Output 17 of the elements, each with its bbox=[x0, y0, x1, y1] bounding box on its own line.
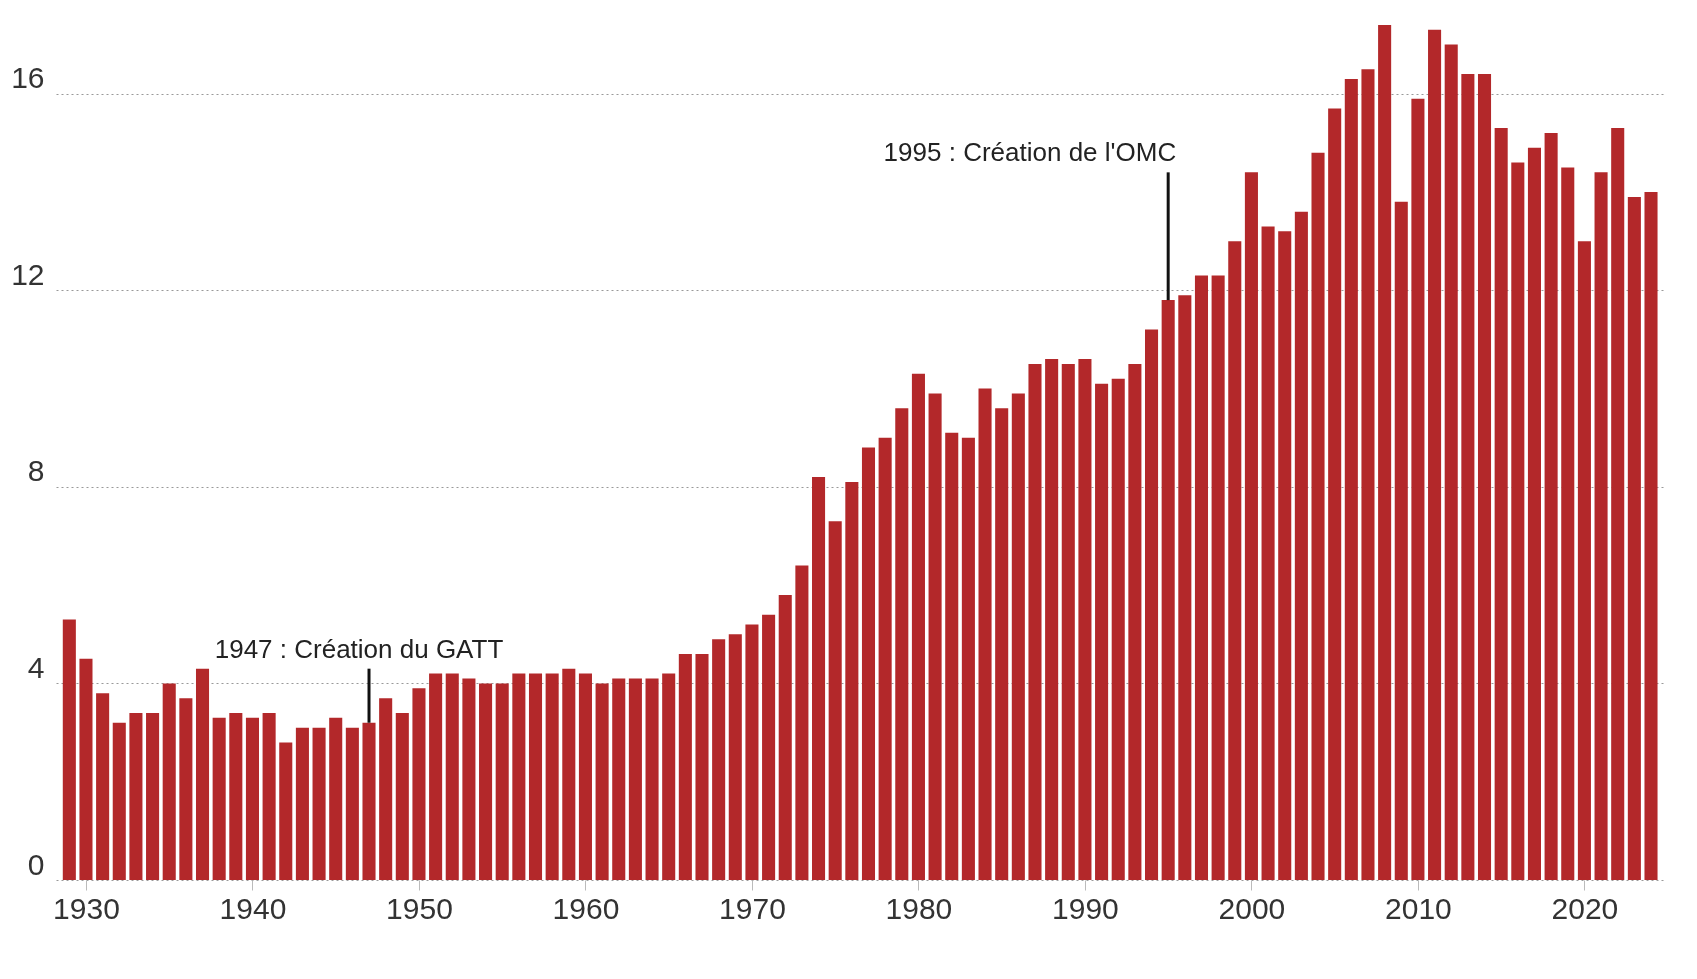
x-tick-label: 2010 bbox=[1385, 891, 1452, 925]
y-tick-label: 4 bbox=[27, 650, 45, 684]
x-tick-label: 1980 bbox=[885, 891, 953, 925]
annotation: 1947 : Création du GATT bbox=[214, 633, 504, 664]
x-tick-label: 1930 bbox=[53, 891, 120, 925]
x-tick-label: 2000 bbox=[1218, 891, 1286, 925]
annotation: 1995 : Création de l'OMC bbox=[883, 137, 1177, 168]
x-tick-label: 2020 bbox=[1551, 891, 1619, 925]
x-tick-label: 1960 bbox=[552, 891, 620, 925]
y-tick-label: 8 bbox=[27, 454, 45, 488]
y-tick-label: 12 bbox=[11, 257, 45, 291]
x-tick-label: 1940 bbox=[219, 891, 287, 925]
y-tick-label: 16 bbox=[11, 61, 45, 95]
x-tick-label: 1990 bbox=[1052, 891, 1119, 925]
x-tick-label: 1950 bbox=[386, 891, 453, 925]
y-tick-label: 0 bbox=[27, 847, 45, 881]
x-tick-label: 1970 bbox=[719, 891, 786, 925]
